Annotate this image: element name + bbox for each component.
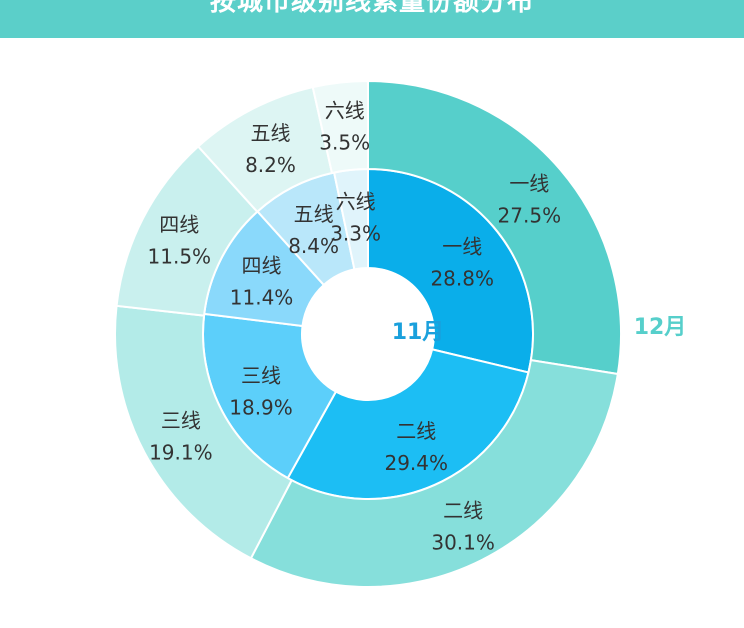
slice-label-category-inner-0: 一线 bbox=[442, 235, 482, 259]
slice-label-category-inner-4: 五线 bbox=[294, 202, 334, 226]
slice-outer-0 bbox=[367, 79, 622, 376]
slice-label-value-inner-4: 8.4% bbox=[288, 234, 339, 258]
slice-label-value-outer-0: 27.5% bbox=[498, 203, 562, 227]
slice-label-value-outer-1: 30.1% bbox=[431, 530, 495, 554]
ring-title-outer: 12月 bbox=[634, 315, 687, 340]
ring-title-inner: 11月 bbox=[392, 320, 445, 345]
slice-label-value-inner-3: 11.4% bbox=[230, 286, 294, 310]
slice-label-value-inner-2: 18.9% bbox=[229, 395, 293, 419]
slice-label-value-inner-0: 28.8% bbox=[430, 267, 494, 291]
slice-label-value-outer-2: 19.1% bbox=[149, 441, 213, 465]
slice-label-value-outer-4: 8.2% bbox=[245, 153, 296, 177]
slice-label-category-outer-5: 六线 bbox=[325, 98, 365, 122]
slice-label-category-inner-1: 二线 bbox=[396, 419, 436, 443]
slice-label-category-outer-0: 一线 bbox=[509, 171, 549, 195]
slice-label-category-outer-1: 二线 bbox=[443, 498, 483, 522]
slice-label-category-inner-5: 六线 bbox=[336, 190, 376, 214]
chart-title-banner: 按城市级别线索量份额分布 bbox=[0, 0, 744, 38]
slice-label-value-outer-5: 3.5% bbox=[319, 130, 370, 154]
slice-label-category-outer-3: 四线 bbox=[159, 212, 199, 236]
slice-label-category-inner-2: 三线 bbox=[241, 363, 281, 387]
slice-outer-5 bbox=[311, 79, 369, 175]
slice-outer-1 bbox=[249, 358, 619, 588]
slice-label-category-outer-4: 五线 bbox=[250, 121, 290, 145]
slice-label-value-outer-3: 11.5% bbox=[148, 244, 212, 268]
slice-label-category-outer-2: 三线 bbox=[161, 409, 201, 433]
slice-label-value-inner-5: 3.3% bbox=[330, 222, 381, 246]
slice-label-value-inner-1: 29.4% bbox=[384, 451, 448, 475]
slice-label-category-inner-3: 四线 bbox=[242, 254, 282, 278]
